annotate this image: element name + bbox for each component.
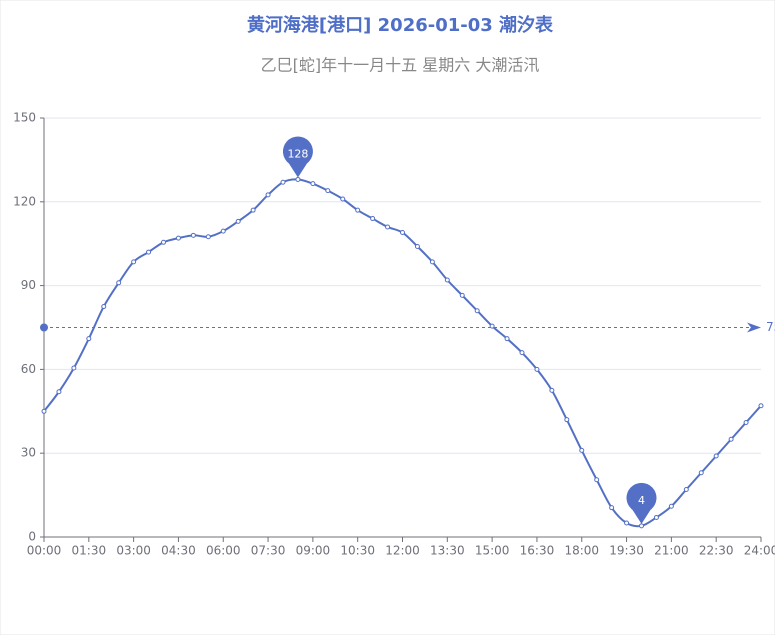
y-tick-label: 120 <box>13 194 36 208</box>
point <box>131 259 137 265</box>
x-tick-label: 09:00 <box>296 544 331 558</box>
point <box>579 447 585 453</box>
y-tick-label: 150 <box>13 111 36 125</box>
x-tick-label: 19:30 <box>609 544 644 558</box>
point <box>116 280 122 286</box>
point <box>414 243 420 249</box>
point <box>594 477 600 483</box>
point <box>653 514 659 520</box>
x-tick-label: 07:30 <box>251 544 286 558</box>
point <box>56 389 62 395</box>
point <box>758 403 764 409</box>
mark-pin-label: 4 <box>638 494 645 507</box>
point <box>71 365 77 371</box>
point <box>534 366 540 372</box>
point <box>41 408 47 414</box>
point <box>444 277 450 283</box>
point <box>743 419 749 425</box>
average-start <box>40 323 48 332</box>
mark-pin-label: 128 <box>287 147 308 160</box>
mark-pin <box>626 482 657 524</box>
x-tick-label: 10:30 <box>340 544 375 558</box>
point <box>474 308 480 314</box>
point <box>549 387 555 393</box>
point <box>190 232 196 238</box>
point <box>370 216 376 222</box>
average-arrow <box>747 322 761 333</box>
chart-subtitle: 乙巳[蛇]年十一月十五 星期六 大潮活汛 <box>261 56 540 75</box>
x-tick-label: 21:00 <box>654 544 689 558</box>
x-tick-label: 24:00 <box>744 544 775 558</box>
point <box>639 523 644 529</box>
point <box>504 336 510 342</box>
y-tick-label: 0 <box>28 530 36 544</box>
point <box>340 196 346 202</box>
point <box>355 207 361 213</box>
point <box>310 181 316 187</box>
point <box>220 228 226 234</box>
x-tick-label: 12:00 <box>385 544 420 558</box>
x-tick-label: 01:30 <box>72 544 107 558</box>
point <box>728 436 734 442</box>
point <box>235 218 241 224</box>
point <box>713 453 719 459</box>
point <box>205 234 211 240</box>
point <box>280 179 286 185</box>
point <box>564 417 570 423</box>
x-tick-label: 13:30 <box>430 544 465 558</box>
x-tick-label: 06:00 <box>206 544 241 558</box>
x-tick-label: 18:00 <box>564 544 599 558</box>
point <box>161 239 166 245</box>
y-tick-label: 30 <box>21 446 36 460</box>
point <box>86 336 92 342</box>
x-tick-label: 03:00 <box>116 544 151 558</box>
point <box>624 520 630 526</box>
x-tick-label: 04:30 <box>161 544 196 558</box>
point <box>668 503 674 509</box>
point <box>429 259 435 265</box>
point <box>400 230 405 236</box>
point <box>489 323 495 329</box>
average-label: 75 <box>766 320 775 334</box>
point <box>698 470 704 476</box>
point <box>265 192 271 198</box>
y-tick-label: 90 <box>21 278 36 292</box>
x-tick-label: 00:00 <box>27 544 62 558</box>
x-tick-label: 16:30 <box>520 544 555 558</box>
y-tick-label: 60 <box>21 362 36 376</box>
point <box>519 350 525 356</box>
point <box>175 235 181 241</box>
x-tick-label: 22:30 <box>699 544 734 558</box>
point <box>459 292 465 298</box>
chart-title: 黄河海港[港口] 2026-01-03 潮汐表 <box>247 14 554 36</box>
point <box>101 304 107 310</box>
x-tick-label: 15:00 <box>475 544 510 558</box>
mark-pin <box>282 136 313 178</box>
point <box>325 188 331 194</box>
point <box>146 249 152 255</box>
point <box>683 487 689 493</box>
point <box>295 176 301 182</box>
point <box>609 505 615 511</box>
point <box>250 207 256 213</box>
point <box>385 224 391 230</box>
